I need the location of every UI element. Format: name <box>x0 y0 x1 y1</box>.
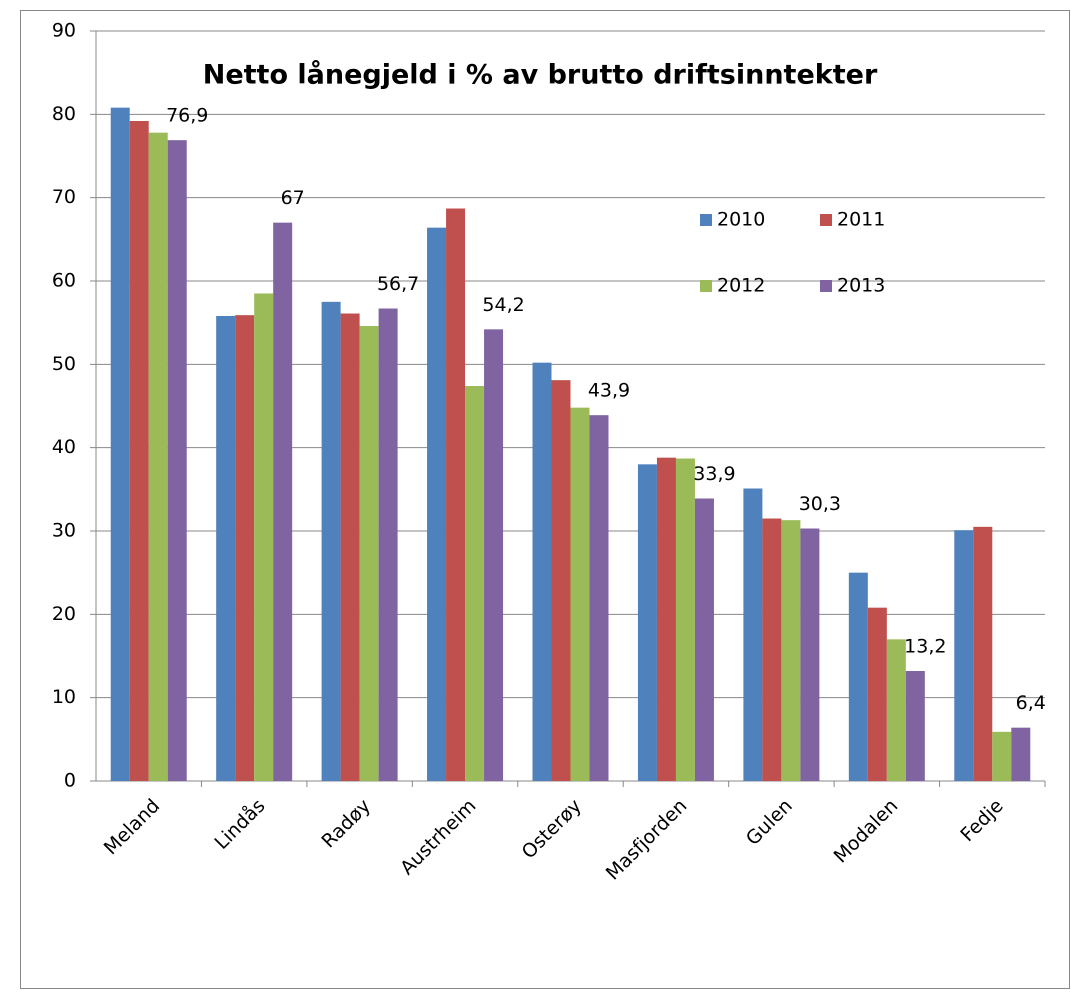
legend-label: 2011 <box>837 209 885 231</box>
value-label: 43,9 <box>588 380 630 402</box>
bar <box>446 208 466 781</box>
bar <box>954 530 974 781</box>
bar <box>781 520 801 781</box>
bar <box>216 316 236 781</box>
bar <box>762 518 782 781</box>
legend-swatch <box>820 214 832 226</box>
legend-swatch <box>700 214 712 226</box>
bar <box>129 121 149 781</box>
chart-title: Netto lånegjeld i % av brutto driftsinnt… <box>203 59 878 91</box>
bar <box>656 457 676 781</box>
value-label: 54,2 <box>482 294 524 316</box>
bar <box>1011 727 1031 781</box>
bar <box>532 362 552 781</box>
bar <box>378 308 398 781</box>
value-label: 30,3 <box>799 493 841 515</box>
bar <box>570 407 590 781</box>
value-label: 13,2 <box>904 636 946 658</box>
y-tick-label: 30 <box>52 520 76 542</box>
bar <box>235 315 255 781</box>
y-tick-label: 90 <box>52 20 76 42</box>
bar <box>589 415 609 781</box>
bar <box>484 329 504 781</box>
value-label: 67 <box>281 187 305 209</box>
y-tick-label: 50 <box>52 353 76 375</box>
bar <box>465 386 485 781</box>
bar <box>675 458 695 781</box>
legend-swatch <box>700 280 712 292</box>
bar <box>167 140 187 781</box>
bar <box>110 107 130 781</box>
y-tick-label: 40 <box>52 436 76 458</box>
bar <box>992 731 1012 781</box>
value-label: 56,7 <box>377 273 419 295</box>
value-label: 6,4 <box>1016 692 1046 714</box>
bar <box>637 464 657 781</box>
y-tick-label: 0 <box>64 770 76 792</box>
bar <box>867 607 887 781</box>
bar <box>694 498 714 781</box>
legend-label: 2010 <box>717 209 765 231</box>
legend-label: 2012 <box>717 275 765 297</box>
y-tick-label: 10 <box>52 686 76 708</box>
y-tick-label: 60 <box>52 270 76 292</box>
legend-swatch <box>820 280 832 292</box>
bar <box>848 572 868 781</box>
value-label: 33,9 <box>693 463 735 485</box>
bar <box>800 528 820 781</box>
bar <box>340 313 360 781</box>
bar <box>551 380 571 781</box>
bar <box>886 639 906 781</box>
bar <box>905 671 925 781</box>
y-tick-label: 80 <box>52 103 76 125</box>
bar <box>273 222 293 781</box>
bar <box>743 488 763 781</box>
bar <box>359 326 379 781</box>
legend-label: 2013 <box>837 275 885 297</box>
bar <box>254 293 274 781</box>
y-tick-label: 70 <box>52 186 76 208</box>
bar <box>148 132 168 781</box>
bar <box>973 526 993 781</box>
value-label: 76,9 <box>166 105 208 127</box>
y-tick-label: 20 <box>52 603 76 625</box>
bar <box>321 301 341 781</box>
bar <box>427 227 447 781</box>
